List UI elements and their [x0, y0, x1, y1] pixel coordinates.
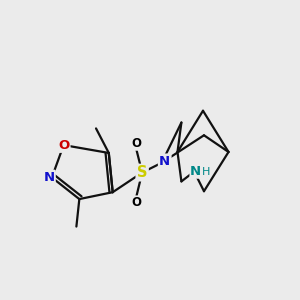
Text: N: N	[43, 171, 55, 184]
Text: N: N	[159, 155, 170, 168]
Text: H: H	[202, 167, 211, 177]
Text: O: O	[132, 196, 142, 209]
Text: S: S	[137, 165, 147, 180]
Text: N: N	[190, 165, 201, 178]
Text: O: O	[132, 137, 142, 150]
Text: O: O	[58, 139, 69, 152]
